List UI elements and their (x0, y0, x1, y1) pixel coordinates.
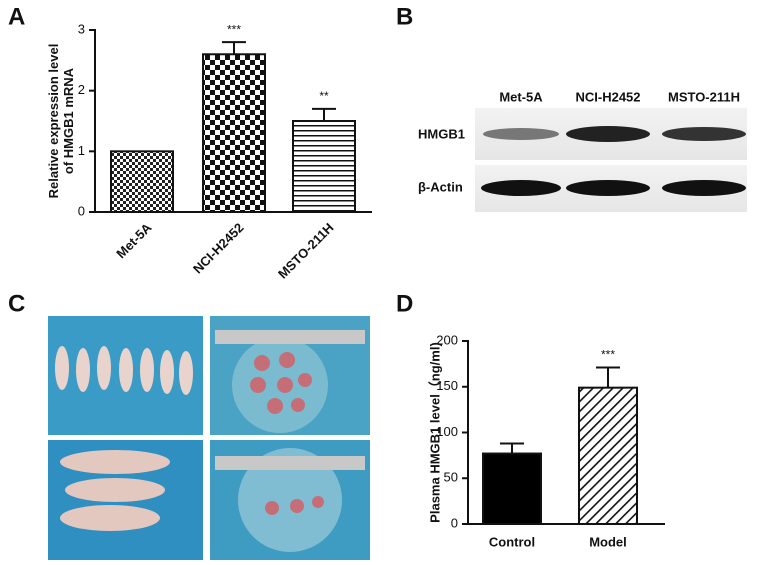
y-axis-label: Plasma HMGB1 level（ng/ml) (427, 342, 442, 523)
panel-label: D (396, 290, 413, 317)
x-tick-label: Control (489, 534, 535, 549)
y-tick-label: 100 (436, 424, 458, 439)
blot-column: Met-5A (499, 89, 543, 104)
bar (482, 452, 542, 526)
error-bar (312, 107, 336, 121)
x-tick-label: Model (589, 534, 627, 549)
error-bar (596, 366, 620, 388)
bar (292, 120, 356, 213)
y-tick-label: 0 (78, 203, 85, 218)
tumors (265, 496, 324, 515)
band (662, 180, 746, 196)
bar (110, 150, 174, 213)
blot-column: NCI-H2452 (575, 89, 640, 104)
significance: *** (227, 22, 241, 36)
tumors (250, 352, 312, 414)
bar (578, 386, 638, 526)
blot-row: β-Actin (418, 179, 463, 194)
y-axis-label: of HMGB1 mRNA (61, 67, 76, 174)
y-axis-label: Relative expression level (46, 44, 61, 199)
y-tick-label: 3 (78, 21, 85, 36)
band (481, 180, 561, 196)
blot-column: MSTO-211H (668, 89, 740, 104)
x-tick-label: NCI-H2452 (190, 220, 247, 277)
band (483, 128, 559, 140)
error-bar (222, 41, 246, 55)
band (662, 127, 746, 141)
y-tick-label: 150 (436, 378, 458, 393)
y-tick-label: 1 (78, 143, 85, 158)
band (566, 126, 650, 142)
significance: *** (601, 348, 615, 362)
panel-label: B (396, 3, 413, 30)
photos (48, 316, 370, 560)
bar (202, 53, 266, 214)
y-tick-label: 2 (78, 82, 85, 97)
y-tick-label: 0 (451, 515, 458, 530)
mice (60, 450, 170, 531)
blot-row: HMGB1 (418, 126, 465, 141)
error-bar (500, 442, 524, 454)
band (566, 180, 650, 196)
panel-label: C (8, 290, 25, 317)
western-blot: Met-5A NCI-H2452 MSTO-211H HMGB1 β-Actin (418, 89, 747, 212)
x-tick-label: Met-5A (113, 220, 155, 262)
significance: ** (319, 89, 329, 103)
panel-label: A (8, 3, 25, 30)
y-tick-label: 200 (436, 332, 458, 347)
y-tick-label: 50 (444, 470, 458, 485)
x-tick-label: MSTO-211H (275, 220, 337, 282)
mice (55, 346, 193, 395)
